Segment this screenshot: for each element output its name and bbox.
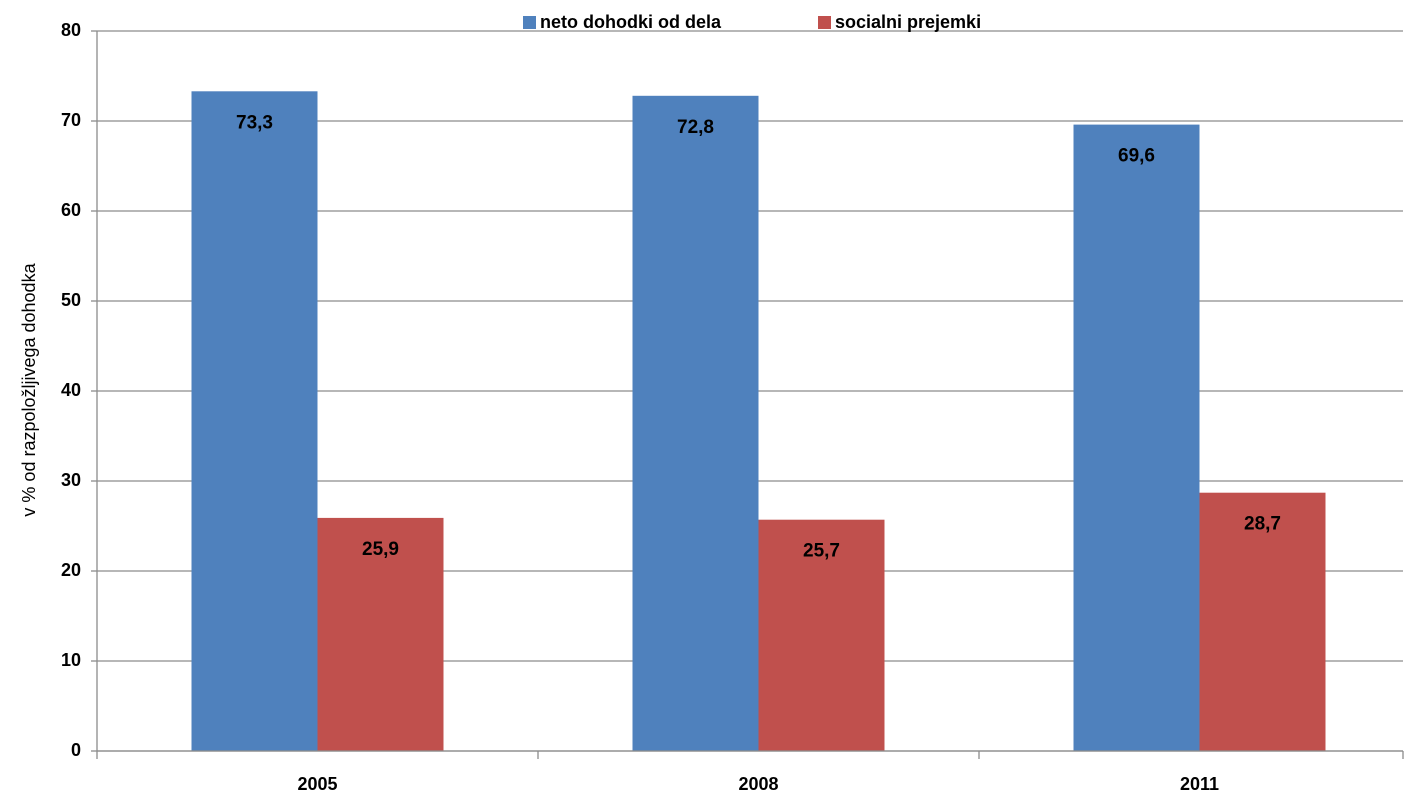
legend-label: socialni prejemki [835, 12, 981, 32]
bar [1199, 492, 1326, 751]
y-tick-label: 30 [61, 470, 81, 490]
value-label: 25,7 [803, 541, 840, 562]
bar [632, 95, 759, 752]
y-tick-label: 20 [61, 560, 81, 580]
value-label: 69,6 [1118, 146, 1155, 167]
y-tick-label: 50 [61, 290, 81, 310]
value-label: 73,3 [236, 112, 273, 133]
y-tick-label: 70 [61, 110, 81, 130]
legend-swatch [818, 16, 831, 29]
value-label: 25,9 [362, 539, 399, 560]
bar [191, 91, 318, 752]
legend-label: neto dohodki od dela [540, 12, 722, 32]
x-tick-label: 2008 [738, 774, 778, 794]
bar [1073, 124, 1200, 752]
x-tick-label: 2011 [1180, 774, 1219, 794]
value-label: 72,8 [677, 117, 714, 138]
y-tick-label: 0 [71, 740, 81, 760]
y-tick-label: 80 [61, 20, 81, 40]
value-label: 28,7 [1244, 514, 1281, 535]
bar [758, 519, 885, 751]
y-tick-label: 60 [61, 200, 81, 220]
bar [317, 517, 444, 751]
x-tick-label: 2005 [297, 774, 337, 794]
y-axis-title: v % od razpoložljivega dohodka [19, 262, 39, 516]
y-tick-label: 10 [61, 650, 81, 670]
y-tick-label: 40 [61, 380, 81, 400]
legend-swatch [523, 16, 536, 29]
